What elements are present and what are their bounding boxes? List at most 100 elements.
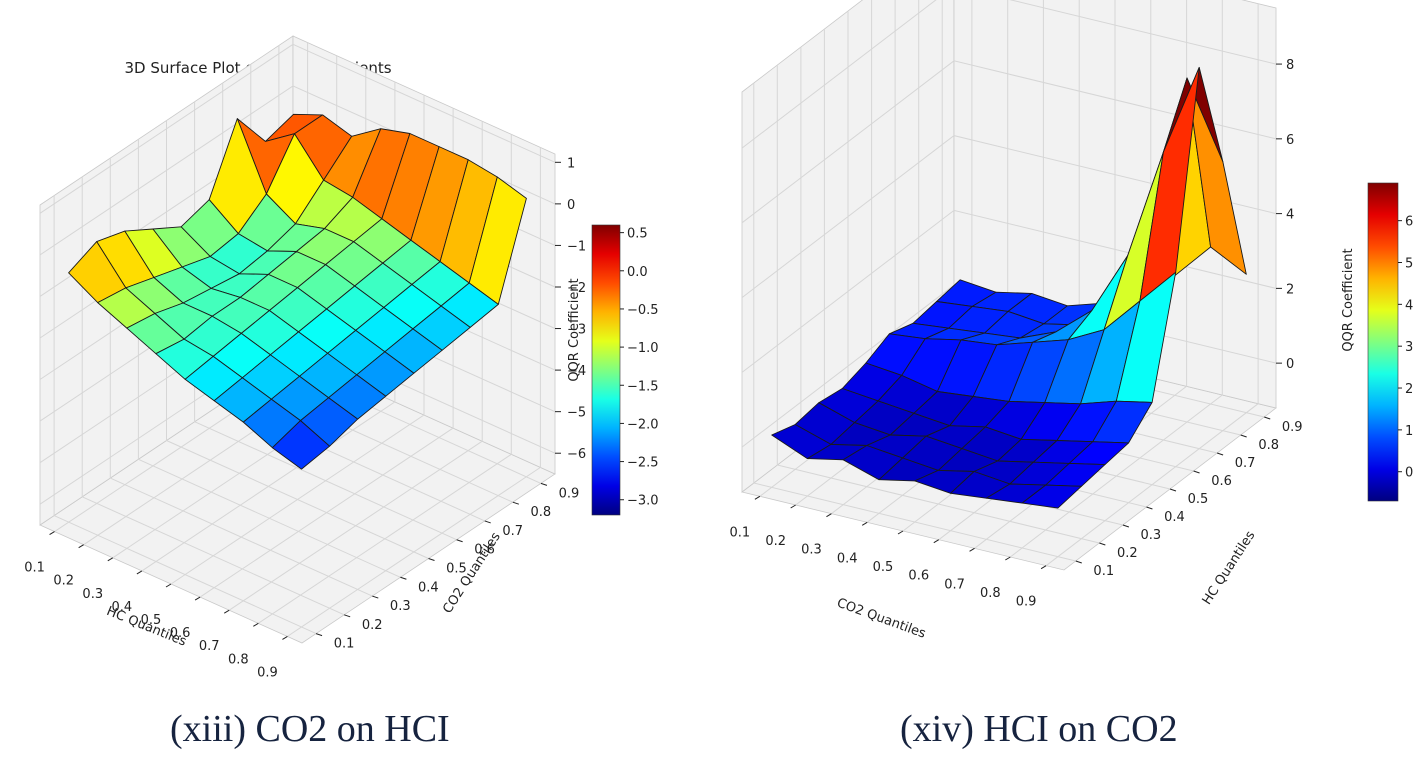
colorbar-tick-label: 3 bbox=[1405, 340, 1413, 355]
y-tick-label: 0.3 bbox=[390, 599, 411, 614]
z-tick-label: −3 bbox=[567, 323, 586, 338]
grid-line-y bbox=[53, 195, 317, 635]
y-tick-mark bbox=[1193, 470, 1200, 474]
z-tick-label: 4 bbox=[1286, 208, 1294, 223]
colorbar-tick-label: 0 bbox=[1405, 466, 1413, 481]
x-tick-mark bbox=[223, 609, 230, 614]
colorbar-tick-label: −0.5 bbox=[627, 303, 659, 318]
x-tick-mark bbox=[282, 636, 288, 640]
colorbar-tick-label: 6 bbox=[1405, 215, 1413, 230]
x-tick-label: 0.3 bbox=[801, 543, 822, 558]
colorbar-tick-label: −1.5 bbox=[627, 379, 659, 394]
x-tick-label: 0.9 bbox=[1016, 595, 1037, 610]
x-tick-mark bbox=[165, 583, 172, 588]
y-tick-label: 0.2 bbox=[1117, 546, 1138, 561]
y-tick-label: 0.5 bbox=[446, 562, 467, 577]
y-tick-label: 0.9 bbox=[1282, 420, 1303, 435]
z-tick-label: 0 bbox=[567, 198, 575, 213]
grid-line-y bbox=[166, 120, 429, 559]
y-tick-label: 0.1 bbox=[1093, 564, 1114, 579]
colorbar-tick-label: 5 bbox=[1405, 257, 1413, 272]
x-tick-mark bbox=[754, 495, 761, 500]
x-tick-mark bbox=[933, 539, 940, 544]
x-tick-mark bbox=[253, 622, 259, 627]
caption-left: (xiii) CO2 on HCI bbox=[170, 708, 450, 750]
grid-line-z bbox=[741, 60, 1277, 224]
y-tick-mark bbox=[1240, 434, 1247, 438]
x-tick-label: 0.3 bbox=[82, 587, 103, 602]
grid-line-y bbox=[194, 101, 457, 541]
colorbar-tick-label: −3.0 bbox=[627, 494, 659, 509]
grid-line-z bbox=[39, 43, 556, 214]
y-tick-mark bbox=[1122, 524, 1130, 528]
colorbar-tick-label: 1 bbox=[1405, 424, 1413, 439]
y-tick-mark bbox=[456, 539, 463, 543]
x-tick-mark bbox=[1005, 556, 1011, 561]
y-tick-label: 0.9 bbox=[559, 486, 580, 501]
grid-line-x bbox=[287, 147, 541, 637]
x-tick-mark bbox=[78, 544, 84, 549]
y-tick-mark bbox=[372, 595, 379, 599]
colorbar-tick-label: −2.0 bbox=[627, 417, 659, 432]
z-axis-label: QQR Coefficient bbox=[567, 278, 582, 381]
y-tick-mark bbox=[344, 614, 351, 618]
y-tick-label: 0.3 bbox=[1141, 528, 1162, 543]
y-tick-mark bbox=[512, 501, 519, 505]
x-tick-label: 0.5 bbox=[141, 613, 162, 628]
grid-line-y bbox=[753, 83, 1076, 562]
x-tick-mark bbox=[194, 596, 201, 601]
z-axis-label: QQR Coefficient bbox=[1341, 248, 1356, 351]
y-tick-mark bbox=[1099, 542, 1106, 546]
x-tick-mark bbox=[49, 531, 55, 535]
x-tick-label: 0.6 bbox=[170, 626, 191, 641]
grid-line-x bbox=[1009, 0, 1223, 558]
y-tick-mark bbox=[400, 576, 407, 580]
y-tick-mark bbox=[1169, 488, 1177, 492]
surface-face bbox=[1021, 484, 1082, 509]
x-tick-label: 0.7 bbox=[199, 639, 220, 654]
x-tick-mark bbox=[969, 547, 975, 552]
colorbar bbox=[591, 224, 621, 516]
y-tick-label: 0.7 bbox=[1235, 456, 1256, 471]
y-tick-mark bbox=[1146, 506, 1153, 510]
x-tick-label: 0.1 bbox=[24, 561, 45, 576]
colorbar-tick-label: −1.0 bbox=[627, 341, 659, 356]
x-tick-label: 0.9 bbox=[257, 665, 278, 680]
chart-co2-on-hci: 3D Surface Plot of QQR Coefficients0.10.… bbox=[24, 35, 659, 680]
colorbar-tick-label: 0.0 bbox=[627, 265, 648, 280]
x-tick-mark bbox=[107, 557, 114, 562]
y-axis-label: HC Quantiles bbox=[1200, 528, 1259, 607]
y-tick-label: 0.7 bbox=[502, 524, 523, 539]
y-tick-mark bbox=[1075, 560, 1082, 564]
colorbar-tick-label: 2 bbox=[1405, 382, 1413, 397]
x-tick-label: 0.2 bbox=[765, 534, 786, 549]
z-tick-label: 6 bbox=[1286, 133, 1294, 148]
y-tick-mark bbox=[540, 482, 548, 486]
x-tick-mark bbox=[136, 570, 143, 575]
colorbar-tick-label: 0.5 bbox=[627, 227, 648, 242]
y-tick-label: 0.4 bbox=[1164, 510, 1185, 525]
x-axis-label: CO2 Quantiles bbox=[835, 596, 928, 642]
x-tick-mark bbox=[1040, 565, 1047, 570]
grid-line-z bbox=[741, 0, 1277, 149]
z-tick-label: −4 bbox=[567, 364, 586, 379]
chart-hci-on-co2: 3D Surface Plot of QQR Coefficients0.10.… bbox=[730, 0, 1413, 642]
y-tick-label: 0.8 bbox=[530, 505, 551, 520]
x-tick-label: 0.4 bbox=[837, 551, 858, 566]
x-tick-mark bbox=[897, 530, 904, 535]
x-tick-label: 0.6 bbox=[908, 569, 929, 584]
x-tick-mark bbox=[790, 504, 796, 509]
y-tick-mark bbox=[428, 558, 435, 561]
x-tick-label: 0.8 bbox=[228, 652, 249, 667]
grid-line-y bbox=[776, 65, 1100, 544]
grid-line-x bbox=[1045, 3, 1259, 567]
y-tick-label: 0.1 bbox=[334, 637, 355, 652]
x-tick-label: 0.8 bbox=[980, 586, 1001, 601]
y-tick-label: 0.6 bbox=[474, 543, 495, 558]
z-tick-label: 8 bbox=[1286, 58, 1294, 73]
caption-right: (xiv) HCI on CO2 bbox=[900, 708, 1178, 750]
x-tick-mark bbox=[826, 513, 832, 518]
z-tick-label: 0 bbox=[1286, 357, 1294, 372]
y-tick-mark bbox=[484, 520, 491, 524]
